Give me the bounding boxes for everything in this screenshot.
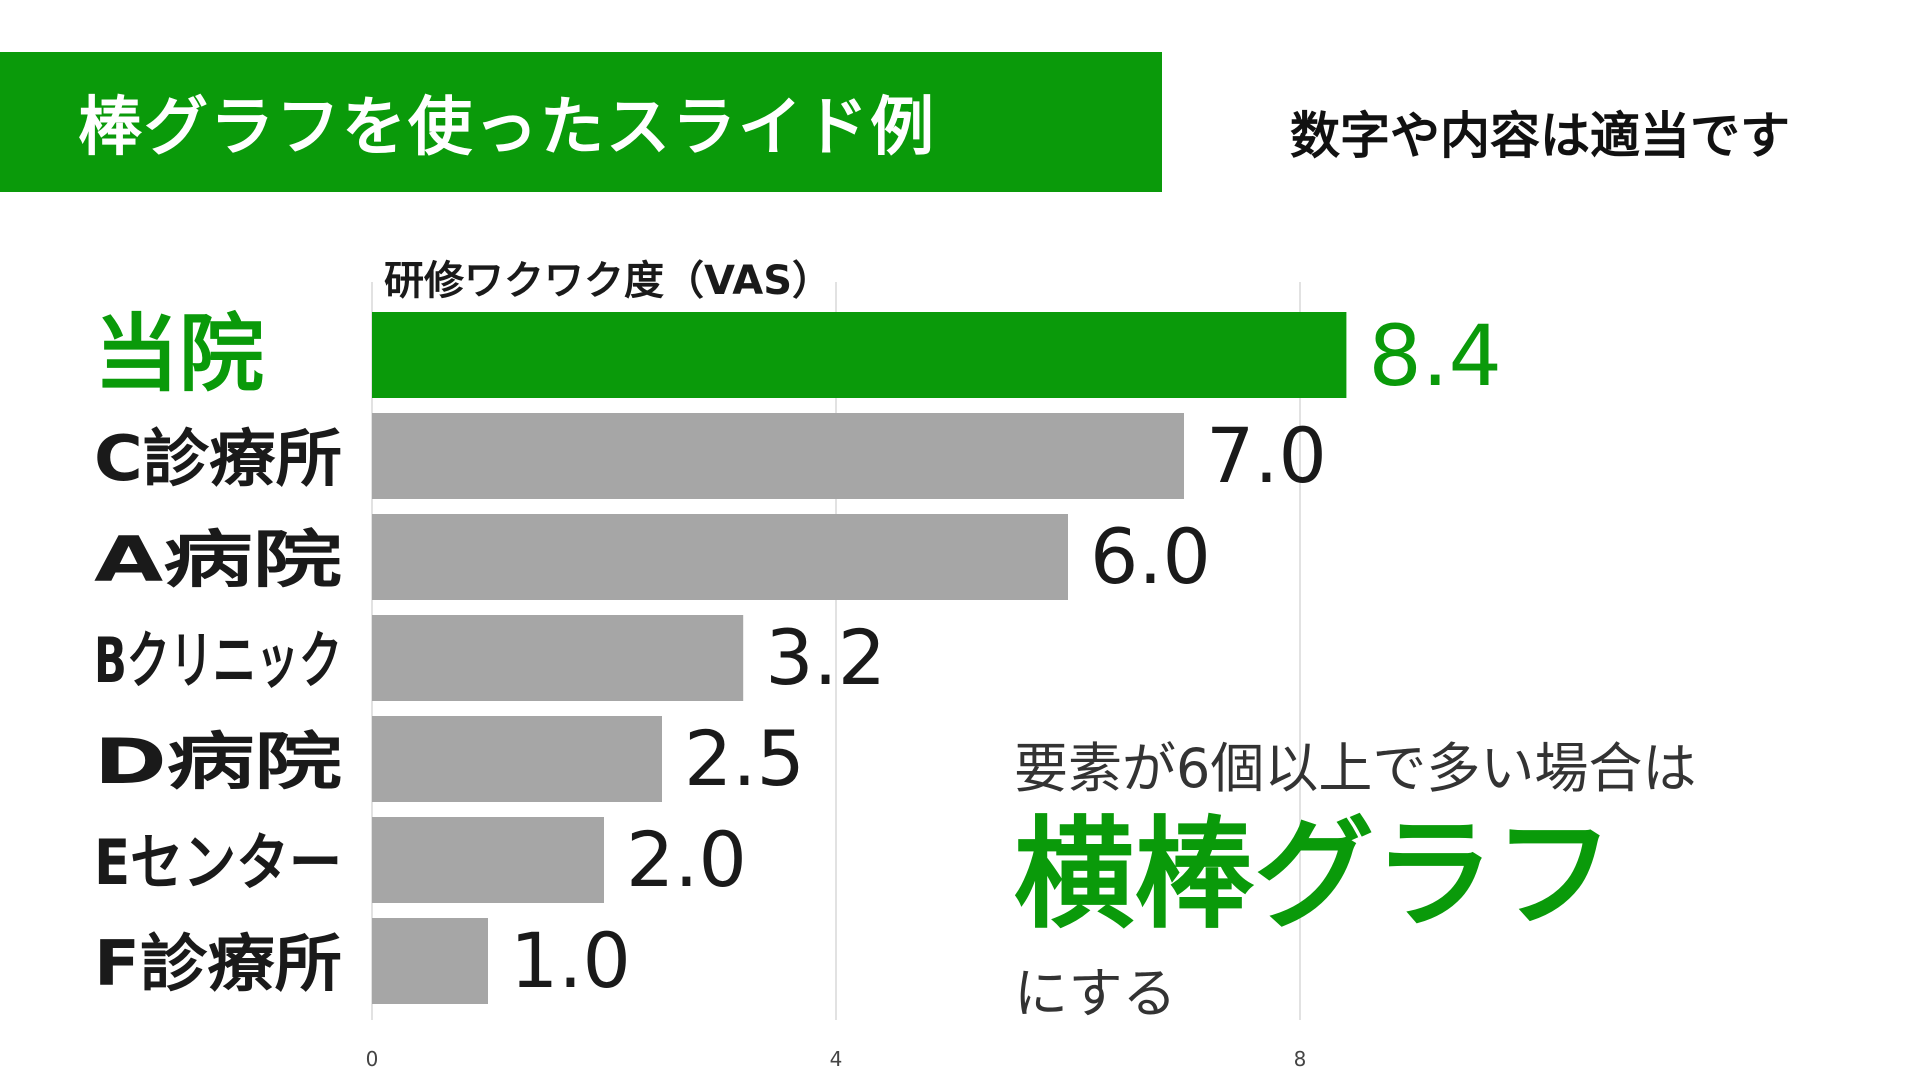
title-banner: 棒グラフを使ったスライド例: [0, 52, 1162, 192]
bar-value-label: 2.5: [684, 714, 805, 803]
bar: [372, 716, 662, 802]
bar-value-label: 6.0: [1090, 512, 1211, 601]
bar: [372, 918, 488, 1004]
callout-line-3: にする: [1014, 962, 1177, 1025]
callout-line-1: 要素が6個以上で多い場合は: [1014, 737, 1697, 800]
disclaimer-note: 数字や内容は適当です: [1290, 107, 1790, 165]
bar: [372, 514, 1068, 600]
category-label: F診療所: [94, 927, 342, 1000]
callout-emphasis: 横棒グラフ: [1014, 806, 1614, 945]
bar-value-label: 2.0: [626, 815, 747, 904]
bar-value-label: 7.0: [1206, 411, 1327, 500]
x-tick-label: 0: [366, 1047, 379, 1071]
category-label: A病院: [94, 523, 342, 596]
bar-value-label: 3.2: [765, 613, 886, 702]
bar: [372, 312, 1347, 398]
bar: [372, 817, 604, 903]
x-tick-label: 8: [1294, 1047, 1307, 1071]
bar-value-label: 8.4: [1368, 307, 1502, 405]
bar: [372, 615, 744, 701]
category-label: 当院: [94, 305, 264, 403]
bar-value-label: 1.0: [510, 916, 631, 1005]
category-label: Bクリニック: [94, 624, 342, 697]
callout-block: 要素が6個以上で多い場合は 横棒グラフ にする: [1014, 724, 1894, 1028]
category-label: Eセンター: [94, 826, 342, 899]
chart-title: 研修ワクワク度（VAS）: [384, 258, 832, 304]
x-tick-label: 4: [830, 1047, 843, 1071]
category-label: D病院: [94, 725, 342, 798]
slide-title: 棒グラフを使ったスライド例: [78, 91, 936, 165]
category-label: C診療所: [94, 422, 342, 495]
bar: [372, 413, 1184, 499]
